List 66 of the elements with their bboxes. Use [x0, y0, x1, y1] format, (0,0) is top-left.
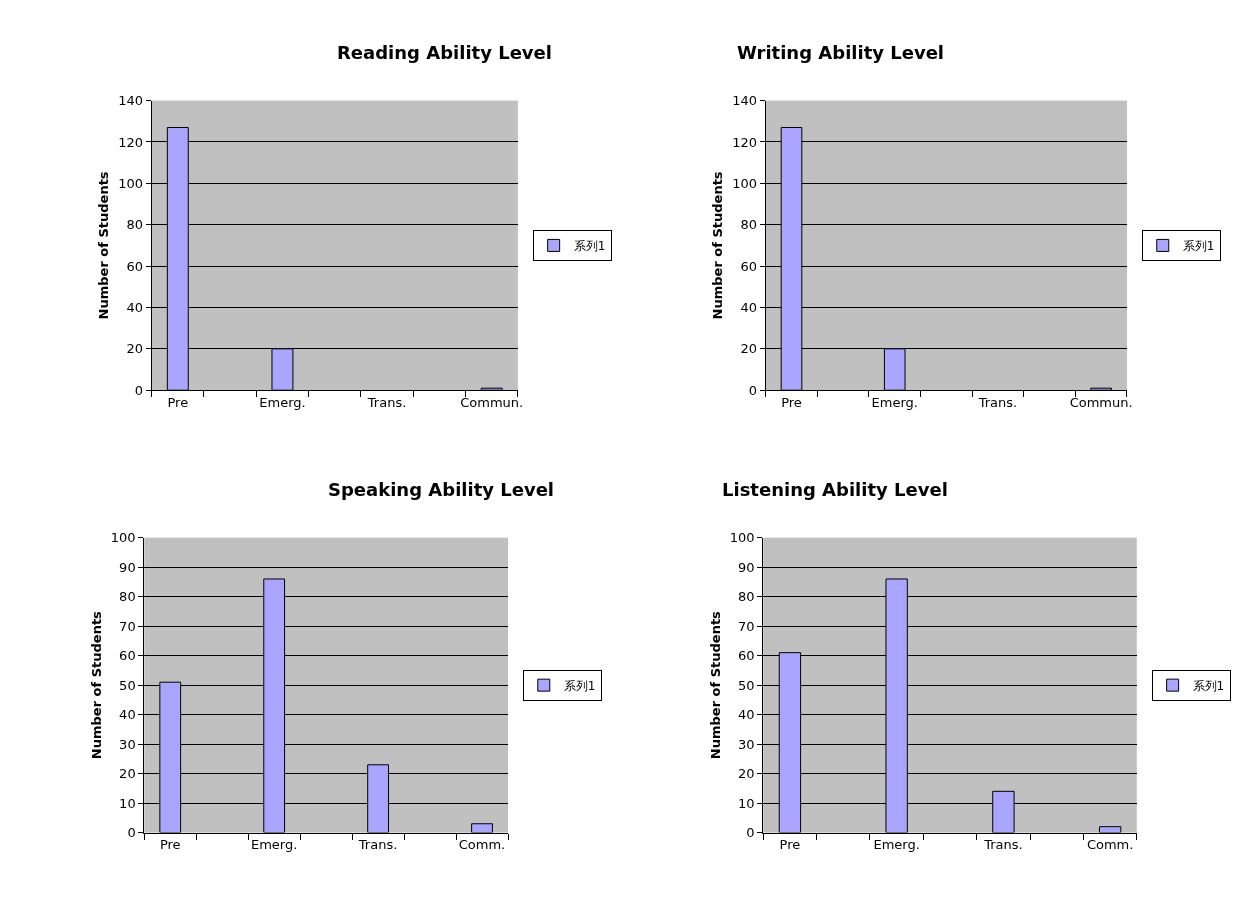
- y-tick-label: 50: [738, 677, 755, 693]
- legend-label: 系列1: [1192, 678, 1225, 693]
- y-tick-label: 20: [740, 341, 758, 357]
- y-tick-label: 90: [119, 559, 136, 575]
- y-tick-label: 80: [740, 217, 758, 233]
- y-tick-label: 100: [732, 175, 758, 191]
- y-tick-label: 60: [126, 258, 144, 274]
- x-tick-label: Emerg.: [873, 837, 920, 853]
- y-tick-label: 0: [746, 825, 755, 841]
- y-tick-label: 80: [119, 589, 136, 605]
- x-tick-label: Trans.: [366, 394, 407, 410]
- y-tick-label: 140: [732, 93, 758, 109]
- x-tick-label: Comm.: [458, 837, 506, 853]
- x-tick-label: Pre: [167, 394, 189, 410]
- y-tick-label: 0: [748, 382, 758, 398]
- y-tick-label: 20: [119, 766, 136, 782]
- x-tick-label: Pre: [159, 837, 181, 853]
- x-tick-label: Trans.: [977, 394, 1018, 410]
- y-tick-label: 80: [126, 217, 144, 233]
- x-tick-label: Emerg.: [871, 394, 918, 410]
- y-tick-label: 120: [118, 134, 144, 150]
- y-tick-label: 40: [738, 707, 755, 723]
- x-tick-label: Commun.: [460, 394, 524, 410]
- y-tick-label: 20: [738, 766, 755, 782]
- y-tick-label: 70: [119, 618, 136, 634]
- y-axis-title: Number of Students: [96, 171, 112, 320]
- x-tick-label: Emerg.: [250, 837, 298, 853]
- y-tick-label: 90: [738, 559, 755, 575]
- x-tick-label: Emerg.: [259, 394, 306, 410]
- y-tick-label: 40: [740, 300, 758, 316]
- y-tick-label: 10: [119, 795, 136, 811]
- chart-title: Reading Ability Level: [337, 42, 552, 63]
- y-tick-label: 120: [732, 134, 758, 150]
- legend-label: 系列1: [573, 239, 606, 254]
- y-axis-title: Number of Students: [710, 171, 726, 320]
- y-tick-label: 0: [134, 382, 144, 398]
- y-tick-label: 0: [127, 825, 136, 841]
- chart-title: Listening Ability Level: [722, 479, 948, 500]
- y-tick-label: 60: [740, 258, 758, 274]
- x-tick-label: Pre: [779, 837, 801, 853]
- x-tick-label: Trans.: [357, 837, 398, 853]
- y-tick-label: 80: [738, 589, 755, 605]
- y-tick-label: 100: [118, 175, 144, 191]
- y-axis-title: Number of Students: [88, 610, 104, 760]
- legend-label: 系列1: [1182, 239, 1215, 254]
- y-tick-label: 100: [110, 530, 136, 546]
- y-tick-label: 60: [119, 648, 136, 664]
- y-axis-title: Number of Students: [707, 610, 723, 760]
- y-tick-label: 30: [738, 736, 755, 752]
- y-tick-label: 70: [738, 618, 755, 634]
- x-tick-label: Comm.: [1086, 837, 1134, 853]
- chart-title: Writing Ability Level: [737, 42, 945, 63]
- y-tick-label: 10: [738, 795, 755, 811]
- y-tick-label: 40: [119, 707, 136, 723]
- y-tick-label: 40: [126, 300, 144, 316]
- chart-title: Speaking Ability Level: [328, 479, 555, 500]
- y-tick-label: 20: [126, 341, 144, 357]
- legend-label: 系列1: [563, 678, 596, 693]
- y-tick-label: 60: [738, 648, 755, 664]
- y-tick-label: 50: [119, 677, 136, 693]
- y-tick-label: 100: [729, 530, 755, 546]
- y-tick-label: 30: [119, 736, 136, 752]
- x-tick-label: Pre: [781, 394, 802, 410]
- x-tick-label: Commun.: [1069, 394, 1133, 410]
- x-tick-label: Trans.: [983, 837, 1023, 853]
- y-tick-label: 140: [118, 93, 144, 109]
